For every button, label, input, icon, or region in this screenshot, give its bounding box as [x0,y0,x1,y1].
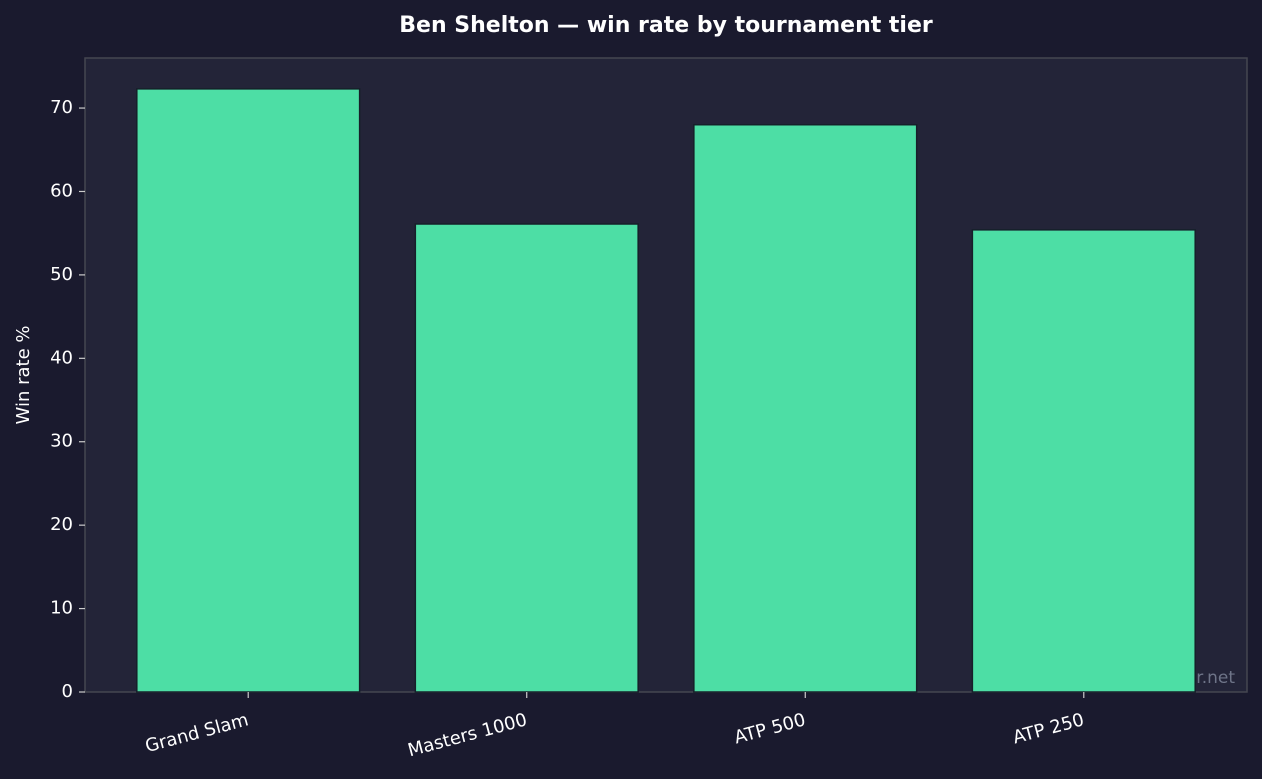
y-tick-label: 10 [50,598,73,619]
y-tick-label: 40 [50,347,73,368]
bar [136,88,361,693]
y-tick-label: 70 [50,97,73,118]
chart-title: Ben Shelton — win rate by tournament tie… [399,13,933,38]
y-tick-label: 20 [50,514,73,535]
y-tick-label: 50 [50,264,73,285]
bar [971,229,1196,693]
bar [414,223,639,693]
y-tick-label: 60 [50,180,73,201]
y-tick-label: 30 [50,431,73,452]
y-tick-label: 0 [62,681,73,702]
y-axis-label: Win rate % [13,326,34,425]
bar [693,123,918,693]
